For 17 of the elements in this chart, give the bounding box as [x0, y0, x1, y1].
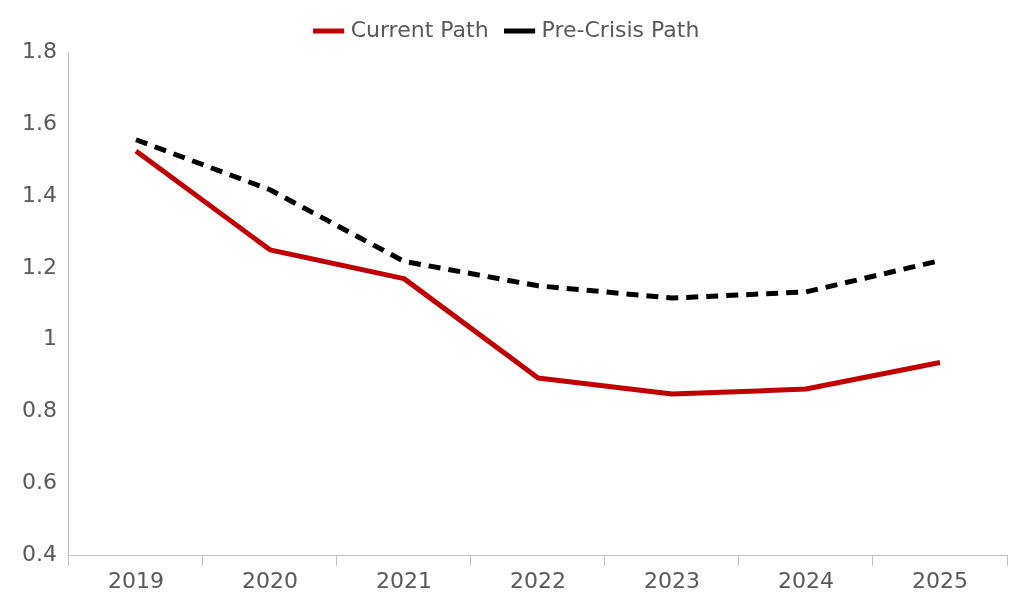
y-tick-label: 1.2	[21, 253, 57, 279]
legend-label: Pre-Crisis Path	[541, 16, 700, 42]
x-tick-label: 2019	[107, 567, 164, 593]
x-tick-label: 2024	[778, 567, 834, 593]
y-tick-label: 1	[42, 325, 57, 351]
legend-label: Current Path	[350, 16, 489, 42]
y-tick-label: 0.8	[21, 397, 57, 423]
x-tick-label: 2021	[375, 567, 432, 593]
x-tick-label: 2023	[644, 567, 700, 593]
y-tick-label: 1.6	[21, 109, 57, 135]
y-tick-label: 1.8	[21, 37, 57, 63]
y-tick-label: 1.4	[21, 181, 57, 207]
x-tick-label: 2020	[241, 567, 298, 593]
x-tick-label: 2022	[509, 567, 566, 593]
y-tick-label: 0.6	[21, 469, 57, 495]
x-tick-label: 2025	[912, 567, 968, 593]
y-tick-label: 0.4	[21, 541, 57, 567]
